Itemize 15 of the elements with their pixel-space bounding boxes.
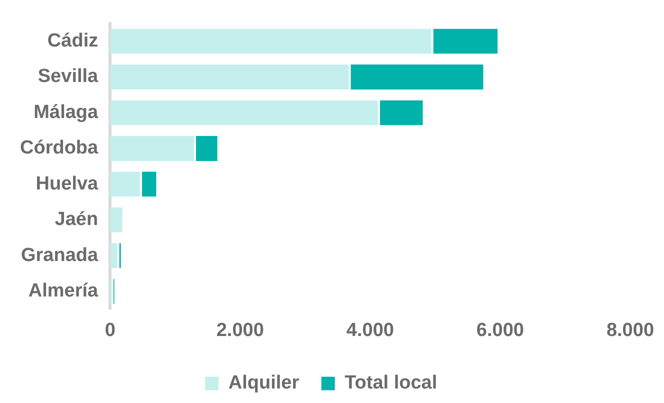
y-tick-label: Jaén	[54, 209, 98, 230]
y-tick-label: Huelva	[36, 173, 99, 194]
x-tick-label: 8.000	[606, 320, 654, 341]
x-tick-label: 0	[104, 320, 116, 341]
y-tick-label: Málaga	[34, 102, 99, 123]
x-tick-label: 6.000	[476, 320, 524, 341]
legend-label: Alquiler	[228, 372, 300, 394]
legend-label: Total local	[344, 372, 438, 394]
y-tick-label: Almería	[28, 280, 99, 302]
y-tick-label: Córdoba	[20, 138, 99, 159]
x-tick-label: 4.000	[346, 320, 394, 341]
y-tick-label: Cádiz	[47, 30, 98, 52]
y-tick-label: Granada	[21, 244, 99, 266]
y-tick-label: Sevilla	[38, 66, 99, 88]
x-tick-label: 2.000	[216, 320, 264, 341]
